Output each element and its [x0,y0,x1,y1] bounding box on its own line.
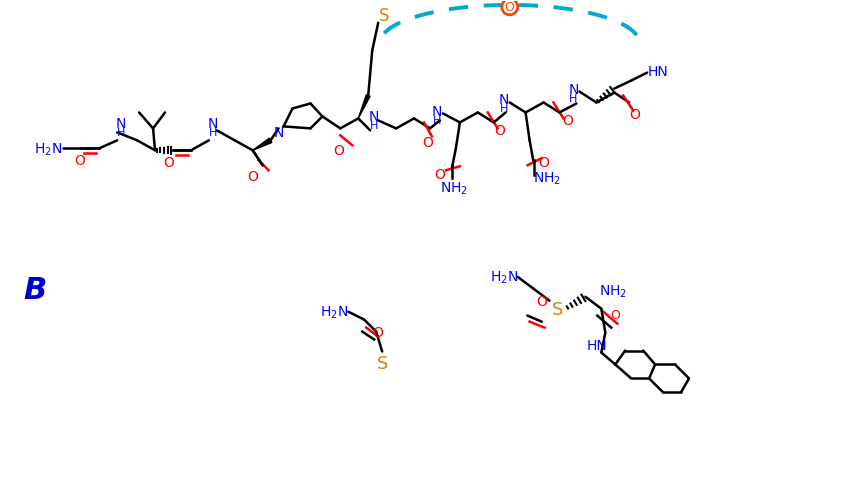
Polygon shape [252,139,272,151]
Text: $\mathregular{NH_2}$: $\mathregular{NH_2}$ [534,171,562,187]
Text: N: N [498,93,509,107]
Text: O: O [630,108,641,122]
Text: B: B [24,276,47,304]
Text: N: N [274,126,284,140]
Text: O: O [247,170,258,184]
Text: O: O [163,156,174,170]
Text: N: N [369,110,379,124]
Text: HN: HN [647,64,668,78]
Text: O: O [505,1,514,15]
Text: O: O [373,325,383,339]
Text: H: H [433,116,441,126]
Text: O: O [562,114,573,128]
Text: N: N [116,117,127,131]
Text: $\mathregular{NH_2}$: $\mathregular{NH_2}$ [439,181,468,197]
Text: O: O [74,154,85,168]
Text: H: H [117,128,125,138]
Text: H: H [570,93,578,103]
Text: O: O [536,294,547,308]
Text: O: O [333,144,343,158]
Text: O: O [422,136,434,150]
Text: H: H [208,128,217,138]
Text: S: S [552,300,564,318]
Text: N: N [432,105,442,119]
Text: O: O [434,168,445,182]
Text: N: N [569,82,579,96]
Text: O: O [610,308,620,321]
Text: $\mathregular{H_2N}$: $\mathregular{H_2N}$ [320,304,348,320]
Text: S: S [377,355,388,373]
Polygon shape [358,95,370,119]
Text: O: O [494,124,505,138]
Text: $\mathregular{H_2N}$: $\mathregular{H_2N}$ [490,269,518,286]
Text: $\mathregular{H_2N}$: $\mathregular{H_2N}$ [33,141,62,157]
Text: HN: HN [587,338,608,352]
Text: $\mathregular{NH_2}$: $\mathregular{NH_2}$ [599,283,627,299]
Text: O: O [538,156,549,170]
Text: H: H [370,121,378,131]
Text: N: N [207,117,218,131]
Text: S: S [379,7,389,25]
Circle shape [502,0,518,16]
Text: H: H [500,104,508,114]
